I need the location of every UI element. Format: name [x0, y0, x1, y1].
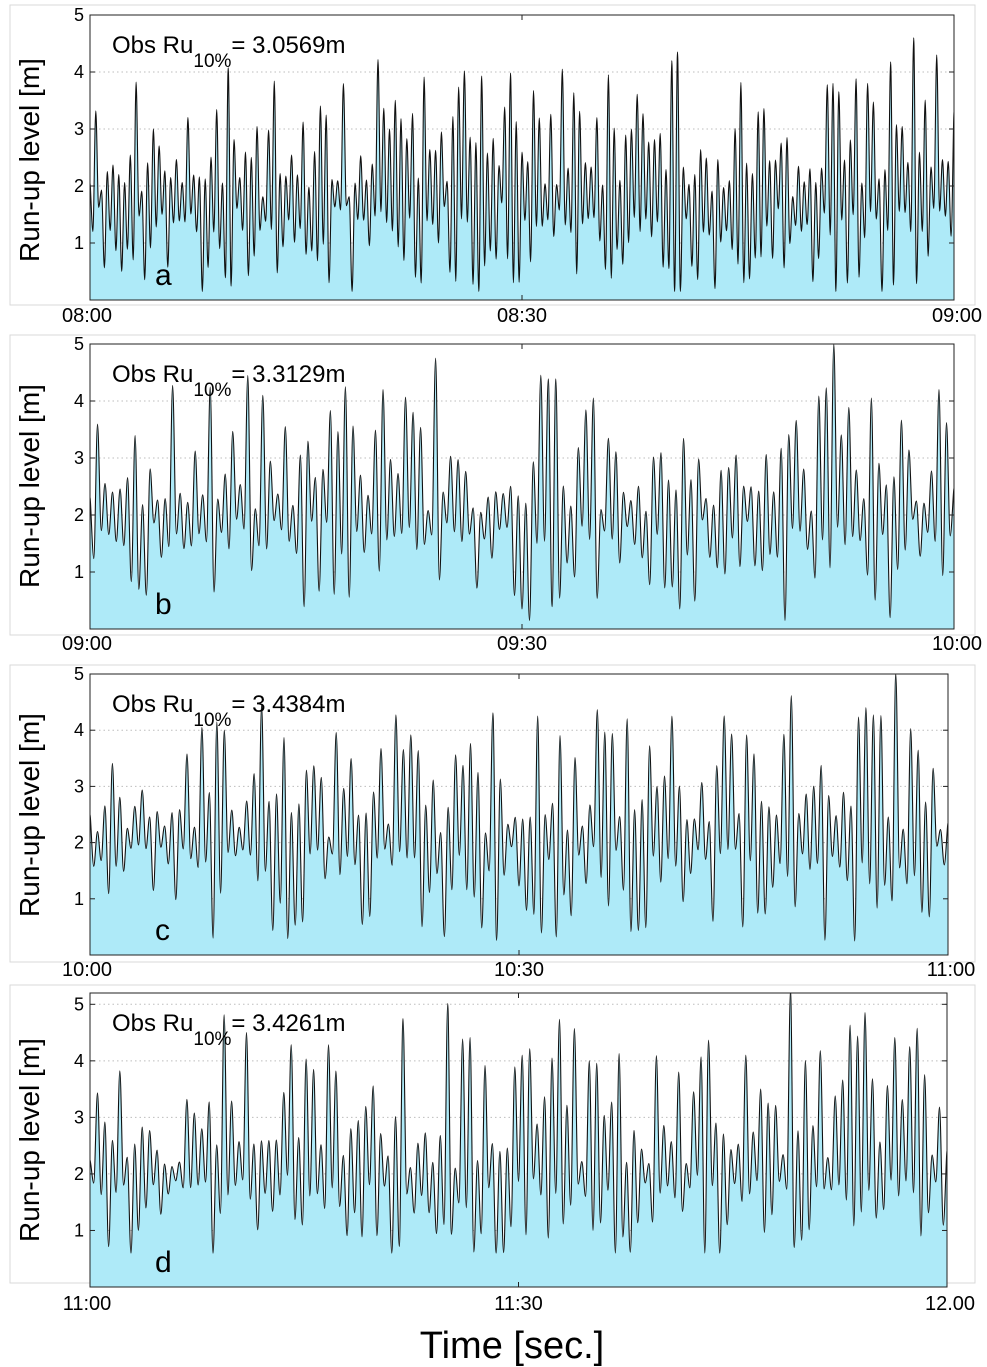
runup-line	[90, 37, 954, 292]
y-tick-label: 4	[74, 391, 84, 411]
ru10-annotation: Obs Ru10%= 3.0569m	[112, 32, 346, 72]
y-tick-label: 5	[74, 994, 84, 1014]
x-tick-label: 11:30	[494, 1293, 543, 1315]
x-tick-label: 08:00	[62, 305, 112, 327]
panel-letter: d	[155, 1246, 172, 1279]
annotation-subscript: 10%	[193, 1029, 231, 1050]
annotation-prefix: Obs Ru	[112, 32, 193, 59]
y-tick-label: 4	[74, 62, 84, 82]
x-tick-label: 09:30	[497, 633, 547, 655]
y-tick-label: 4	[74, 720, 84, 740]
runup-line	[90, 674, 948, 942]
panel-border	[9, 4, 976, 306]
annotation-prefix: Obs Ru	[112, 691, 193, 718]
panels: 1 2 3 4 5 08:00 08:30 09:00 Run-up level [m] Obs …	[9, 4, 982, 1315]
x-tick-label: 10:30	[494, 959, 544, 981]
annotation-value: = 3.3129m	[231, 361, 345, 388]
y-tick-label: 3	[74, 119, 84, 139]
x-tick-label: 11:00	[63, 1293, 112, 1315]
ru10-annotation: Obs Ru10%= 3.4384m	[112, 691, 346, 731]
panel-border	[9, 334, 976, 636]
y-tick-label: 3	[74, 448, 84, 468]
runup-line	[90, 993, 947, 1254]
x-axis-label: Time [sec.]	[420, 1325, 604, 1367]
panel-letter: c	[155, 914, 170, 947]
x-tick-label: 09:00	[932, 305, 982, 327]
x-tick-label: 10:00	[932, 633, 982, 655]
y-tick-label: 3	[74, 1107, 84, 1127]
y-tick-label: 2	[74, 1164, 84, 1184]
y-tick-label: 4	[74, 1051, 84, 1071]
annotation-value: = 3.4384m	[231, 691, 345, 718]
y-axis-label: Run-up level [m]	[14, 1038, 45, 1242]
panel-border	[9, 664, 976, 963]
x-tick-label: 12.00	[925, 1293, 975, 1315]
y-tick-label: 3	[74, 776, 84, 796]
y-tick-label: 2	[74, 505, 84, 525]
annotation-prefix: Obs Ru	[112, 361, 193, 388]
panel-c: 1 2 3 4 5 10:00 10:30 11:00 Run-up level [m] Obs …	[9, 664, 976, 981]
y-axis-label: Run-up level [m]	[14, 58, 45, 262]
x-tick-label: 09:00	[62, 633, 112, 655]
runup-area	[90, 344, 954, 629]
panel-b: 1 2 3 4 5 09:00 09:30 10:00 Run-up level [m] Obs …	[9, 334, 982, 655]
y-tick-label: 5	[74, 5, 84, 25]
annotation-prefix: Obs Ru	[112, 1010, 193, 1037]
x-tick-label: 10:00	[62, 959, 112, 981]
annotation-value: = 3.4261m	[231, 1010, 345, 1037]
runup-line	[90, 344, 954, 622]
ru10-annotation: Obs Ru10%= 3.4261m	[112, 1010, 346, 1050]
y-tick-label: 1	[74, 562, 84, 582]
y-axis-label: Run-up level [m]	[14, 713, 45, 917]
panel-letter: a	[155, 259, 172, 292]
y-tick-label: 5	[74, 664, 84, 684]
y-tick-label: 2	[74, 833, 84, 853]
y-axis-label: Run-up level [m]	[14, 384, 45, 588]
runup-area	[90, 674, 948, 955]
panel-a: 1 2 3 4 5 08:00 08:30 09:00 Run-up level [m] Obs …	[9, 4, 982, 327]
annotation-subscript: 10%	[193, 710, 231, 731]
panel-letter: b	[155, 588, 172, 621]
y-tick-label: 2	[74, 176, 84, 196]
x-tick-label: 11:00	[927, 959, 976, 981]
annotation-subscript: 10%	[193, 380, 231, 401]
runup-area	[90, 993, 947, 1287]
y-tick-label: 1	[74, 1220, 84, 1240]
ru10-annotation: Obs Ru10%= 3.3129m	[112, 361, 346, 401]
x-tick-label: 08:30	[497, 305, 547, 327]
annotation-subscript: 10%	[193, 51, 231, 72]
runup-area	[90, 37, 954, 300]
y-tick-label: 1	[74, 233, 84, 253]
panel-d: 1 2 3 4 5 11:00 11:30 12.00 Run-up level [m] Obs …	[9, 984, 976, 1315]
annotation-value: = 3.0569m	[231, 32, 345, 59]
y-tick-label: 5	[74, 334, 84, 354]
y-tick-label: 1	[74, 889, 84, 909]
